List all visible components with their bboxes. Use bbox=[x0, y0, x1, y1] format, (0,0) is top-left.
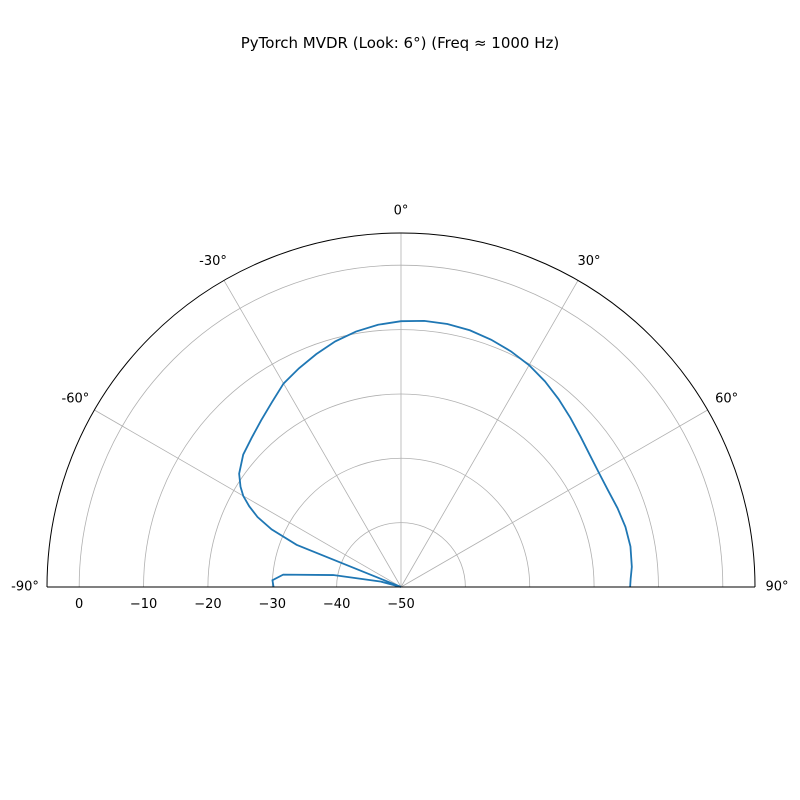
theta-tick-label: 30° bbox=[577, 254, 600, 269]
r-tick-labels: 0 −10 −20 −30 −40 −50 bbox=[75, 597, 415, 612]
theta-tick-label: -30° bbox=[199, 254, 227, 269]
r-tick-label: −20 bbox=[194, 597, 221, 612]
r-tick-label: 0 bbox=[75, 597, 83, 612]
theta-tick-label: -90° bbox=[11, 580, 39, 595]
chart-title: PyTorch MVDR (Look: 6°) (Freq ≈ 1000 Hz) bbox=[241, 34, 560, 52]
theta-gridline bbox=[400, 280, 579, 588]
series-group bbox=[238, 320, 633, 588]
r-tick-label: −40 bbox=[323, 597, 350, 612]
r-tick-label: −10 bbox=[130, 597, 157, 612]
r-tick-label: −30 bbox=[259, 597, 286, 612]
theta-tick-labels: -90° -60° -30° 0° 30° 60° 90° bbox=[11, 204, 788, 595]
theta-gridline bbox=[400, 409, 708, 588]
angular-gridlines bbox=[94, 233, 708, 588]
polar-frame bbox=[46, 232, 756, 588]
theta-tick-label: 0° bbox=[394, 204, 409, 219]
theta-tick-label: -60° bbox=[62, 392, 90, 407]
theta-gridline bbox=[94, 409, 402, 588]
theta-tick-label: 90° bbox=[765, 580, 788, 595]
outer-arc bbox=[46, 232, 756, 588]
r-tick-label: −50 bbox=[387, 597, 414, 612]
series-line bbox=[238, 320, 633, 588]
theta-tick-label: 60° bbox=[715, 392, 738, 407]
theta-gridline bbox=[223, 280, 402, 588]
